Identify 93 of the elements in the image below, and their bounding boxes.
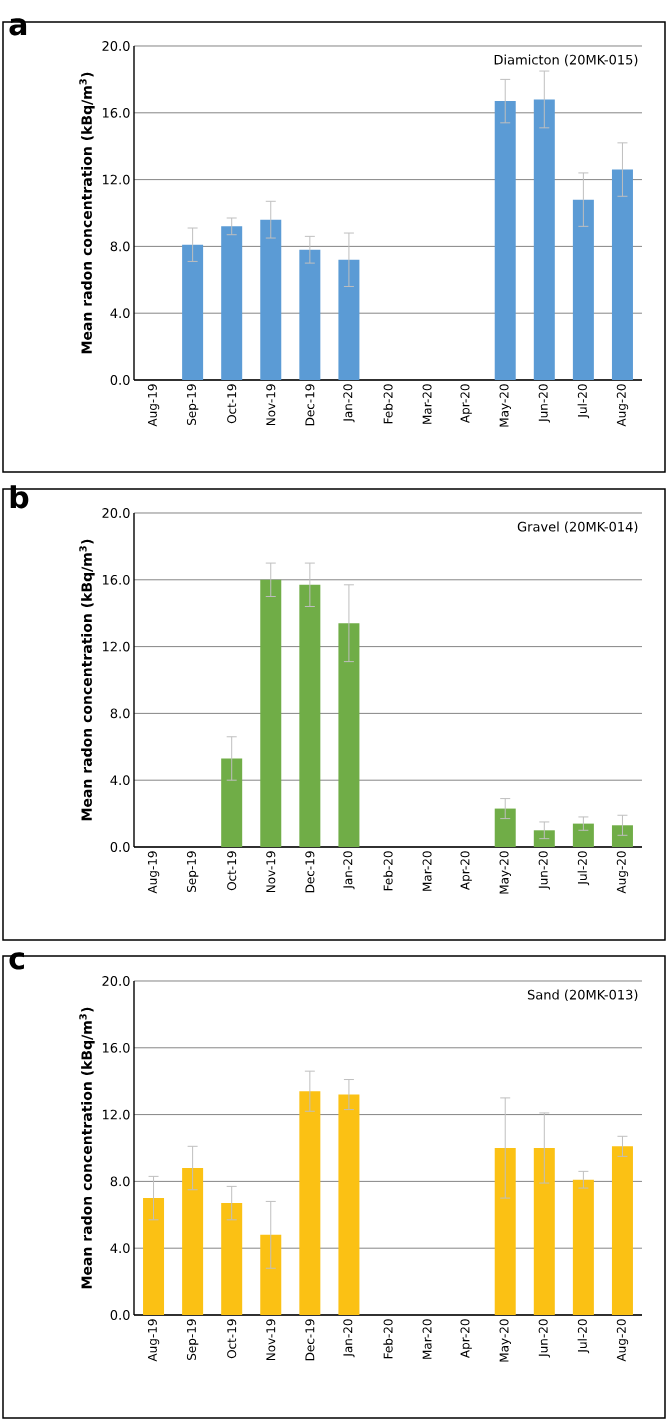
x-tick-label: Jun-20 [538, 384, 550, 423]
text: Gravel (20MK-014) [517, 521, 638, 534]
y-tick-label: 12.0 [102, 641, 130, 652]
y-tick-label: 20.0 [102, 976, 130, 986]
bar [299, 584, 321, 847]
x-tick-label: Aug-20 [616, 1319, 629, 1362]
x-tick-label: Feb-20 [383, 851, 393, 891]
x-tick-label: Jul-20 [577, 1319, 590, 1354]
x-tick-label: Dec-19 [305, 384, 315, 426]
bar [611, 825, 633, 847]
bar [533, 830, 555, 847]
x-tick-label: Jan-20 [343, 1319, 355, 1358]
y-tick-label: 8.0 [110, 241, 130, 252]
y-tick-label: 4.0 [110, 1243, 130, 1254]
x-tick-label: Sep-19 [186, 851, 199, 892]
bar [494, 808, 516, 847]
y-tick-label: 16.0 [102, 1042, 130, 1053]
x-tick-label: Nov-19 [266, 384, 276, 426]
x-tick-label: May-20 [499, 1319, 511, 1362]
bar [221, 758, 243, 847]
y-axis-title: Mean radon concentration (kBq/m$^{3}$) [79, 72, 95, 354]
y-tick-label: 16.0 [102, 574, 130, 585]
x-tick-label: Apr-20 [460, 1319, 472, 1359]
y-tick-label: 12.0 [102, 1109, 130, 1120]
bar [338, 623, 360, 847]
x-tick-label: Apr-20 [460, 384, 472, 424]
x-tick-label: Jul-20 [577, 851, 590, 886]
x-tick-label: Dec-19 [305, 1319, 315, 1361]
chart-title: a [9, 18, 27, 36]
bar [182, 244, 204, 380]
bar [611, 1146, 633, 1315]
x-tick-label: Apr-20 [460, 851, 472, 891]
x-tick-label: Aug-20 [616, 384, 629, 427]
chart-title: b [10, 485, 29, 509]
bar [182, 1168, 204, 1315]
bar [572, 1179, 594, 1315]
x-tick-label: Jun-20 [538, 1319, 550, 1358]
y-tick-label: 4.0 [110, 775, 130, 786]
x-tick-label: Sep-19 [186, 384, 199, 425]
y-tick-label: 16.0 [102, 107, 130, 118]
text: Sand (20MK-013) [527, 989, 638, 1002]
x-tick-label: Nov-19 [266, 1319, 276, 1361]
bar [221, 1203, 243, 1315]
bar [299, 1091, 321, 1315]
bar [143, 1198, 165, 1315]
x-tick-label: Oct-19 [227, 1319, 237, 1359]
bar [572, 823, 594, 847]
x-tick-label: Oct-19 [227, 384, 237, 424]
y-tick-label: 12.0 [102, 174, 130, 185]
bar [221, 226, 243, 380]
x-tick-label: May-20 [499, 384, 511, 427]
y-tick-label: 0.0 [110, 1310, 130, 1320]
y-tick-label: 8.0 [110, 708, 130, 719]
text: Diamicton (20MK-015) [494, 54, 638, 67]
y-axis-title: Mean radon concentration (kBq/m$^{3}$) [79, 539, 95, 821]
bar [572, 199, 594, 380]
chart-title: c [9, 952, 24, 970]
x-tick-label: Jun-20 [538, 851, 550, 890]
x-tick-label: May-20 [499, 851, 511, 894]
bar [260, 219, 282, 380]
x-tick-label: Mar-20 [422, 851, 432, 891]
x-tick-label: Aug-19 [147, 384, 160, 427]
x-tick-label: Nov-19 [266, 851, 276, 893]
y-tick-label: 4.0 [110, 308, 130, 319]
bar [494, 1147, 516, 1315]
y-tick-label: 0.0 [110, 842, 130, 852]
y-tick-label: 0.0 [110, 375, 130, 385]
x-tick-label: Feb-20 [383, 384, 393, 424]
x-tick-label: Jul-20 [577, 384, 590, 419]
x-tick-label: Mar-20 [422, 1319, 432, 1359]
x-tick-label: Aug-20 [616, 851, 629, 894]
x-tick-label: Jan-20 [343, 851, 355, 890]
bar [260, 1234, 282, 1315]
bar [611, 169, 633, 380]
y-tick-label: 20.0 [102, 41, 130, 51]
x-tick-label: Dec-19 [305, 851, 315, 893]
x-tick-label: Jan-20 [343, 384, 355, 423]
y-axis-title: Mean radon concentration (kBq/m$^{3}$) [79, 1007, 95, 1289]
x-tick-label: Mar-20 [422, 384, 432, 424]
bar [533, 1147, 555, 1315]
x-tick-label: Feb-20 [383, 1319, 393, 1359]
x-tick-label: Aug-19 [147, 851, 160, 894]
bar [338, 1094, 360, 1315]
x-tick-label: Aug-19 [147, 1319, 160, 1362]
bar [260, 579, 282, 847]
x-tick-label: Oct-19 [227, 851, 237, 891]
y-tick-label: 20.0 [102, 508, 130, 518]
y-tick-label: 8.0 [110, 1176, 130, 1187]
bar [299, 249, 321, 380]
bar [533, 99, 555, 380]
bar [338, 259, 360, 380]
bar [494, 101, 516, 380]
x-tick-label: Sep-19 [186, 1319, 199, 1360]
